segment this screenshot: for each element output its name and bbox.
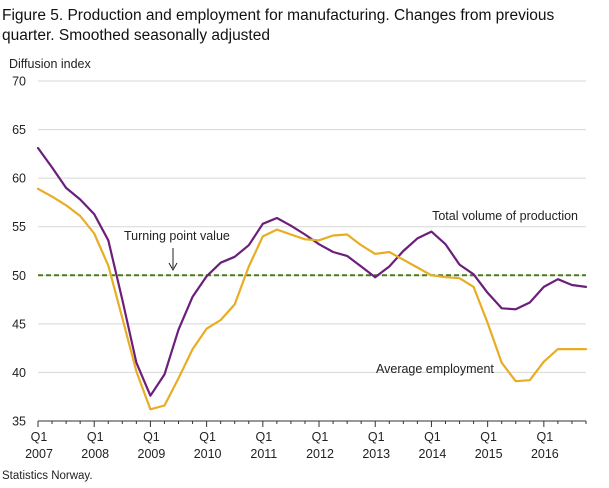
x-tick-year-2014: 2014 bbox=[419, 447, 447, 461]
series-label-employment: Average employment bbox=[376, 362, 494, 376]
x-tick-quarter-2008: Q1 bbox=[87, 430, 104, 444]
y-tick-label-35: 35 bbox=[12, 415, 26, 429]
x-tick-year-2010: 2010 bbox=[194, 447, 222, 461]
x-tick-year-2015: 2015 bbox=[475, 447, 503, 461]
x-tick-year-2013: 2013 bbox=[362, 447, 390, 461]
y-axis-tick-labels: 35 40 45 50 55 60 65 70 bbox=[12, 75, 26, 429]
y-tick-label-40: 40 bbox=[12, 366, 26, 380]
x-tick-quarter-2012: Q1 bbox=[312, 430, 329, 444]
chart-title-line-2: quarter. Smoothed seasonally adjusted bbox=[2, 27, 270, 44]
series-lines bbox=[36, 146, 588, 411]
source-note: Statistics Norway. bbox=[2, 470, 93, 482]
x-tick-quarter-2013: Q1 bbox=[368, 430, 385, 444]
series-line-employment bbox=[36, 187, 588, 411]
x-tick-quarter-2016: Q1 bbox=[537, 430, 554, 444]
y-axis-label: Diffusion index bbox=[9, 57, 92, 71]
x-tick-year-2016: 2016 bbox=[531, 447, 559, 461]
x-tick-year-2011: 2011 bbox=[250, 447, 277, 461]
series-points-production bbox=[37, 148, 587, 396]
series-points-employment bbox=[37, 188, 587, 410]
grid-lines bbox=[38, 80, 586, 373]
x-tick-year-2009: 2009 bbox=[138, 447, 166, 461]
chart-title-line-1: Figure 5. Production and employment for … bbox=[2, 7, 555, 24]
y-tick-label-55: 55 bbox=[12, 220, 26, 234]
x-tick-quarter-2010: Q1 bbox=[199, 430, 216, 444]
y-tick-label-50: 50 bbox=[12, 269, 26, 283]
x-tick-quarter-2015: Q1 bbox=[480, 430, 497, 444]
y-tick-label-45: 45 bbox=[12, 317, 26, 331]
series-label-production: Total volume of production bbox=[432, 209, 578, 223]
x-tick-year-2007: 2007 bbox=[25, 447, 53, 461]
y-tick-label-70: 70 bbox=[12, 75, 26, 89]
x-tick-quarter-2011: Q1 bbox=[255, 430, 272, 444]
x-tick-year-2012: 2012 bbox=[306, 447, 334, 461]
chart-title: Figure 5. Production and employment for … bbox=[2, 6, 602, 46]
x-tick-quarter-2007: Q1 bbox=[31, 430, 48, 444]
series-line-production bbox=[36, 146, 588, 397]
x-tick-quarter-2009: Q1 bbox=[143, 430, 160, 444]
y-tick-label-60: 60 bbox=[12, 172, 26, 186]
x-axis: Q1 2007 Q1 2008 Q1 2009 Q1 2010 Q1 2011 Q1 2012 Q1 20… bbox=[25, 420, 587, 461]
y-tick-label-65: 65 bbox=[12, 123, 26, 137]
turning-point-arrow-head bbox=[168, 262, 178, 272]
turning-point-label: Turning point value bbox=[124, 229, 230, 243]
x-tick-year-2008: 2008 bbox=[81, 447, 109, 461]
x-tick-quarter-2014: Q1 bbox=[424, 430, 441, 444]
annotations: Total volume of production Average employ… bbox=[124, 209, 578, 376]
